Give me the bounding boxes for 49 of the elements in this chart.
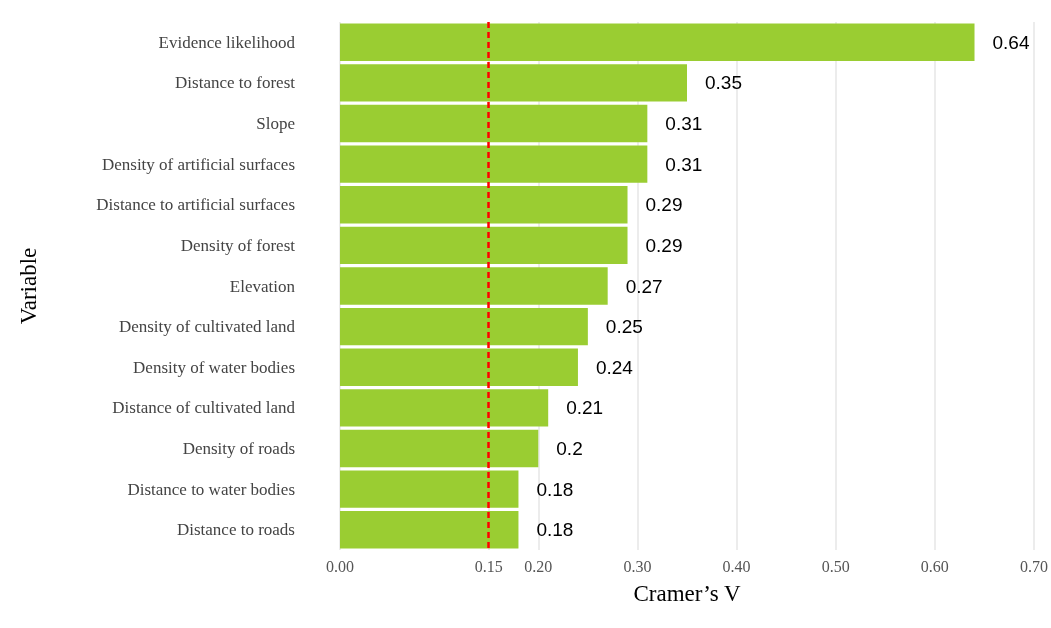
bar — [340, 267, 608, 305]
data-label: 0.2 — [556, 437, 583, 459]
y-tick-label: Distance of cultivated land — [112, 398, 296, 418]
x-tick-label: 0.20 — [524, 557, 553, 575]
x-tick-label: 0.50 — [821, 557, 850, 575]
y-tick-label: Distance to artificial surfaces — [96, 195, 295, 215]
y-tick-label: Distance to forest — [175, 73, 296, 93]
bar — [340, 511, 519, 549]
data-label: 0.27 — [625, 275, 663, 297]
y-tick-label: Density of cultivated land — [118, 317, 296, 337]
x-tick-label: 0.00 — [326, 557, 354, 575]
data-label: 0.29 — [645, 234, 683, 256]
x-tick-label: 0.15 — [474, 557, 503, 575]
data-label: 0.18 — [536, 519, 574, 541]
bar — [340, 64, 687, 102]
data-label: 0.24 — [595, 356, 634, 378]
bar — [340, 389, 549, 427]
data-label: 0.31 — [665, 113, 703, 135]
data-label: 0.35 — [705, 72, 742, 94]
x-tick-label: 0.40 — [722, 557, 751, 575]
bar — [340, 348, 578, 386]
bar — [340, 470, 519, 508]
y-axis-title: Variable — [16, 247, 41, 325]
data-label: 0.21 — [566, 397, 604, 419]
y-tick-label: Density of forest — [180, 235, 296, 255]
bar — [340, 104, 648, 143]
bar — [340, 23, 975, 61]
x-axis-title: Cramer’s V — [633, 581, 741, 606]
data-label: 0.31 — [665, 153, 703, 175]
y-tick-label: Distance to water bodies — [127, 479, 295, 499]
data-label: 0.18 — [536, 478, 574, 500]
bar — [340, 429, 539, 468]
y-tick-label: Density of artificial surfaces — [101, 154, 295, 174]
y-tick-label: Distance to roads — [176, 520, 295, 540]
x-tick-label: 0.30 — [623, 557, 652, 575]
y-tick-label: Density of water bodies — [133, 357, 295, 377]
bar — [340, 186, 628, 224]
data-label: 0.64 — [992, 31, 1030, 53]
bar — [340, 226, 628, 265]
x-tick-label: 0.70 — [1020, 557, 1048, 575]
x-tick-label: 0.60 — [920, 557, 949, 575]
y-tick-label: Density of roads — [182, 438, 295, 458]
bar — [340, 307, 588, 346]
y-tick-label: Evidence likelihood — [158, 32, 296, 52]
bar — [340, 145, 648, 183]
y-tick-label: Slope — [256, 114, 295, 134]
y-tick-label: Elevation — [229, 276, 296, 296]
data-label: 0.25 — [605, 316, 643, 338]
data-label: 0.29 — [645, 194, 683, 216]
